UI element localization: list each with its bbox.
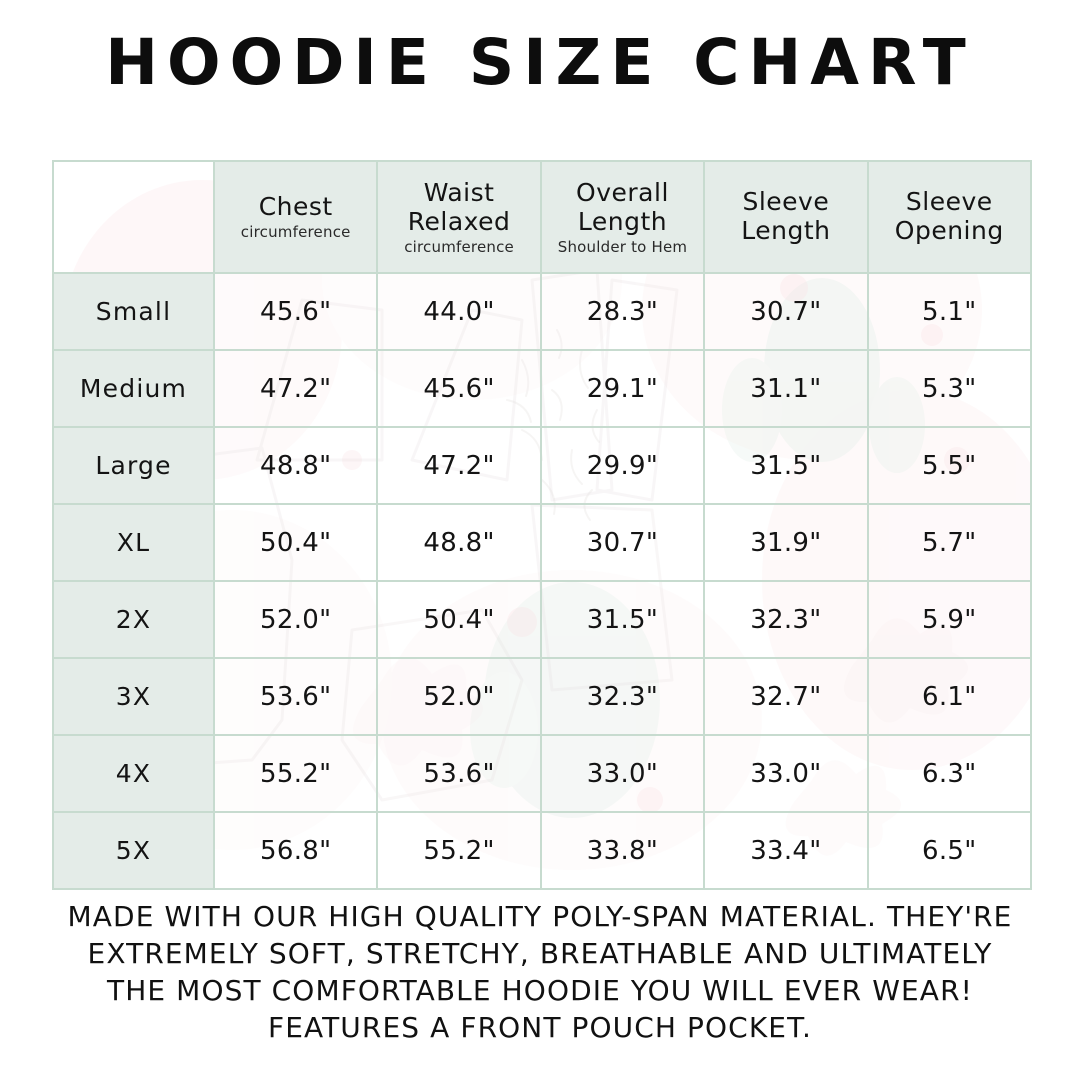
header-row: Chest circumference Waist Relaxed circum… <box>52 160 1032 274</box>
value-waist: 55.2" <box>376 811 542 890</box>
size-label: Small <box>52 272 215 351</box>
value-waist: 48.8" <box>376 503 542 582</box>
value-chest: 52.0" <box>212 580 379 659</box>
value-overall-length: 29.9" <box>539 426 706 505</box>
value-chest: 55.2" <box>212 734 379 813</box>
size-label: 5X <box>52 811 215 890</box>
footer-line-1: MADE WITH OUR HIGH QUALITY POLY-SPAN MAT… <box>67 900 1013 933</box>
value-waist: 50.4" <box>376 580 542 659</box>
value-waist: 53.6" <box>376 734 542 813</box>
table-body: Small 45.6" 44.0" 28.3" 30.7" 5.1" Mediu… <box>52 272 1032 890</box>
table-row: 3X 53.6" 52.0" 32.3" 32.7" 6.1" <box>52 657 1032 736</box>
size-chart-table: Chest circumference Waist Relaxed circum… <box>52 160 1032 890</box>
value-waist: 47.2" <box>376 426 542 505</box>
value-chest: 48.8" <box>212 426 379 505</box>
value-overall-length: 28.3" <box>539 272 706 351</box>
value-overall-length: 32.3" <box>539 657 706 736</box>
value-sleeve-length: 32.7" <box>703 657 869 736</box>
value-sleeve-length: 30.7" <box>703 272 869 351</box>
value-sleeve-length: 31.9" <box>703 503 869 582</box>
column-header-waist-sub: circumference <box>404 237 514 256</box>
value-overall-length: 33.8" <box>539 811 706 890</box>
size-label: 3X <box>52 657 215 736</box>
size-label: Medium <box>52 349 215 428</box>
table-row: 5X 56.8" 55.2" 33.8" 33.4" 6.5" <box>52 811 1032 890</box>
value-overall-length: 30.7" <box>539 503 706 582</box>
value-overall-length: 29.1" <box>539 349 706 428</box>
column-header-chest: Chest circumference <box>212 160 379 274</box>
value-overall-length: 31.5" <box>539 580 706 659</box>
table-row: Large 48.8" 47.2" 29.9" 31.5" 5.5" <box>52 426 1032 505</box>
value-sleeve-length: 31.1" <box>703 349 869 428</box>
table-row: 4X 55.2" 53.6" 33.0" 33.0" 6.3" <box>52 734 1032 813</box>
corner-cell <box>52 160 215 274</box>
value-waist: 44.0" <box>376 272 542 351</box>
column-header-chest-main: Chest <box>258 192 333 221</box>
value-sleeve-opening: 5.7" <box>866 503 1032 582</box>
table-row: Small 45.6" 44.0" 28.3" 30.7" 5.1" <box>52 272 1032 351</box>
footer-line-3: THE MOST COMFORTABLE HOODIE YOU WILL EVE… <box>107 974 973 1007</box>
table-row: 2X 52.0" 50.4" 31.5" 32.3" 5.9" <box>52 580 1032 659</box>
value-sleeve-opening: 5.5" <box>866 426 1032 505</box>
value-sleeve-length: 33.4" <box>703 811 869 890</box>
table-row: XL 50.4" 48.8" 30.7" 31.9" 5.7" <box>52 503 1032 582</box>
size-label: 4X <box>52 734 215 813</box>
value-sleeve-opening: 5.1" <box>866 272 1032 351</box>
value-sleeve-length: 31.5" <box>703 426 869 505</box>
column-header-sleeve-length-main: Sleeve Length <box>741 187 831 245</box>
value-chest: 56.8" <box>212 811 379 890</box>
value-sleeve-opening: 6.1" <box>866 657 1032 736</box>
value-waist: 52.0" <box>376 657 542 736</box>
value-waist: 45.6" <box>376 349 542 428</box>
value-sleeve-opening: 6.5" <box>866 811 1032 890</box>
value-overall-length: 33.0" <box>539 734 706 813</box>
column-header-sleeve-length: Sleeve Length <box>703 160 869 274</box>
column-header-sleeve-opening: Sleeve Opening <box>866 160 1032 274</box>
value-chest: 45.6" <box>212 272 379 351</box>
value-sleeve-length: 32.3" <box>703 580 869 659</box>
value-chest: 53.6" <box>212 657 379 736</box>
value-sleeve-length: 33.0" <box>703 734 869 813</box>
value-chest: 50.4" <box>212 503 379 582</box>
column-header-overall-length-sub: Shoulder to Hem <box>557 237 688 256</box>
column-header-waist: Waist Relaxed circumference <box>376 160 542 274</box>
column-header-waist-main: Waist Relaxed <box>407 177 511 236</box>
page-title: HOODIE SIZE CHART <box>105 26 975 99</box>
column-header-sleeve-opening-main: Sleeve Opening <box>894 187 1004 245</box>
size-label: Large <box>52 426 215 505</box>
footer-description: MADE WITH OUR HIGH QUALITY POLY-SPAN MAT… <box>0 898 1080 1046</box>
value-chest: 47.2" <box>212 349 379 428</box>
size-label: XL <box>52 503 215 582</box>
value-sleeve-opening: 5.9" <box>866 580 1032 659</box>
footer-line-4: FEATURES A FRONT POUCH POCKET. <box>268 1011 812 1044</box>
column-header-chest-sub: circumference <box>240 223 351 241</box>
column-header-overall-length: Overall Length Shoulder to Hem <box>539 160 706 274</box>
footer-line-2: EXTREMELY SOFT, STRETCHY, BREATHABLE AND… <box>87 937 993 970</box>
value-sleeve-opening: 6.3" <box>866 734 1032 813</box>
size-label: 2X <box>52 580 215 659</box>
column-header-overall-length-main: Overall Length <box>576 177 669 236</box>
value-sleeve-opening: 5.3" <box>866 349 1032 428</box>
table-header: Chest circumference Waist Relaxed circum… <box>52 160 1032 274</box>
table-row: Medium 47.2" 45.6" 29.1" 31.1" 5.3" <box>52 349 1032 428</box>
